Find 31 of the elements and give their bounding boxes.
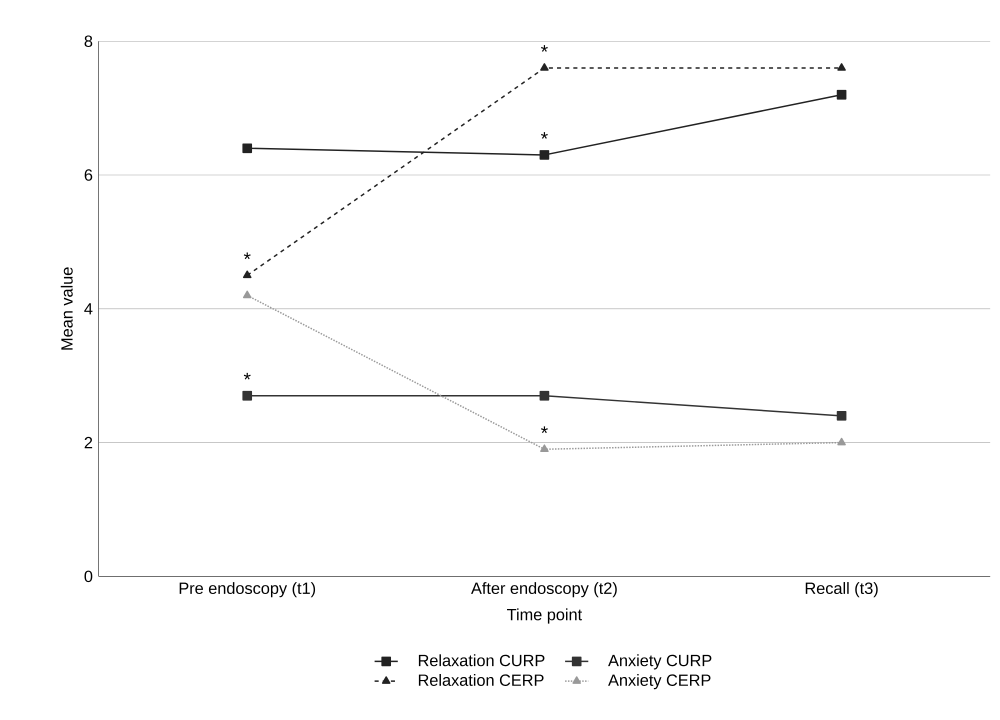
point bbox=[242, 290, 252, 298]
point bbox=[837, 438, 846, 446]
x-axis-title: Time point bbox=[507, 608, 582, 624]
annotation: * bbox=[244, 252, 251, 260]
legend-label: Anxiety CURP bbox=[608, 654, 712, 670]
x-tick-label: After endoscopy (t2) bbox=[471, 582, 617, 598]
point bbox=[242, 270, 252, 278]
legend-label: Relaxation CERP bbox=[418, 674, 544, 686]
y-tick-label: 8 bbox=[84, 36, 92, 48]
y-tick-label: 4 bbox=[84, 303, 92, 315]
y-axis-title: Mean value bbox=[60, 268, 73, 350]
annotation: * bbox=[541, 132, 548, 139]
point bbox=[540, 391, 550, 401]
y-tick-label: 2 bbox=[84, 437, 92, 448]
point bbox=[242, 391, 252, 401]
y-tick-label: 0 bbox=[84, 570, 92, 582]
annotation: * bbox=[244, 373, 251, 380]
annotation: * bbox=[541, 426, 548, 434]
point bbox=[540, 444, 549, 452]
point bbox=[836, 411, 846, 421]
legend-label: Relaxation CURP bbox=[418, 654, 544, 666]
point bbox=[540, 63, 549, 71]
annotation: * bbox=[541, 45, 548, 52]
x-tick-label: Recall (t3) bbox=[806, 582, 878, 598]
point bbox=[836, 90, 846, 100]
x-tick-label: Pre endoscopy (t1) bbox=[180, 582, 316, 598]
y-tick-label: 6 bbox=[84, 169, 92, 181]
point bbox=[242, 144, 252, 154]
point bbox=[837, 63, 846, 71]
point bbox=[540, 150, 550, 160]
legend-label: Anxiety CERP bbox=[608, 674, 710, 690]
